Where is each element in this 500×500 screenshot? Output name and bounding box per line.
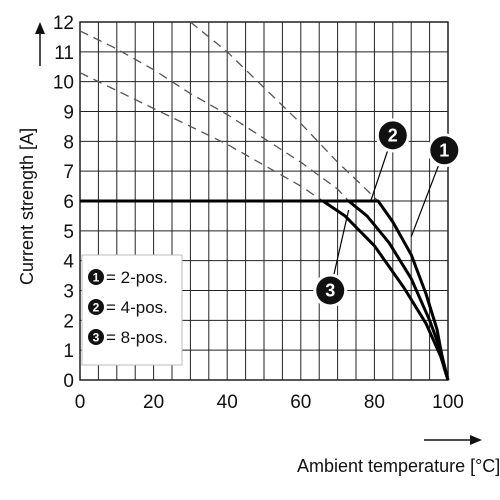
- y-tick-label: 1: [63, 341, 74, 362]
- series-2-line: [80, 199, 450, 381]
- y-tick-label: 3: [63, 282, 74, 303]
- x-tick-label: 40: [217, 392, 238, 413]
- legend-marker-1: [88, 269, 104, 285]
- series-3-dashed-line: [79, 72, 324, 202]
- callout-1-number: 1: [439, 140, 449, 160]
- y-tick-label: 5: [63, 222, 74, 243]
- y-tick-label: 8: [63, 132, 74, 153]
- y-tick-label: 9: [63, 103, 74, 124]
- legend-marker-3-number: 3: [93, 331, 100, 345]
- y-axis-title: Current strength [A]: [17, 128, 37, 285]
- legend-label: = 4-pos.: [106, 298, 168, 317]
- callout-1-badge: [430, 136, 459, 165]
- y-tick-label: 7: [63, 162, 74, 183]
- y-tick-label: 0: [63, 371, 74, 392]
- legend-label: = 8-pos.: [106, 328, 168, 347]
- callouts: 1 2 3: [313, 118, 462, 308]
- y-tick-label: 11: [54, 43, 74, 64]
- axis-titles: Ambient temperature [°C] Current strengt…: [17, 22, 500, 476]
- series-2-dashed-line: [79, 30, 350, 202]
- y-tick-label: 2: [63, 311, 74, 332]
- x-tick-label: 20: [143, 392, 164, 413]
- series-1-dashed-line: [189, 21, 379, 202]
- y-tick-label: 12: [53, 13, 74, 34]
- x-axis-title: Ambient temperature [°C]: [297, 456, 500, 476]
- legend-marker-3: [88, 329, 104, 345]
- y-tick-label: 4: [63, 252, 74, 273]
- series-3-line: [80, 199, 450, 381]
- callout-2-badge: [378, 121, 407, 150]
- callout-2-number: 2: [388, 125, 398, 145]
- callout-3-number: 3: [325, 281, 335, 301]
- legend: 1 = 2-pos. 2 = 4-pos. 3 = 8-pos.: [81, 254, 183, 366]
- legend-label: = 2-pos.: [106, 268, 168, 287]
- curves: [79, 21, 450, 381]
- legend-marker-2: [88, 299, 104, 315]
- x-axis-arrowhead: [470, 435, 482, 445]
- x-tick-label: 60: [290, 392, 311, 413]
- y-tick-label: 6: [63, 192, 74, 213]
- legend-marker-1-number: 1: [93, 271, 100, 285]
- x-tick-label: 0: [75, 392, 86, 413]
- x-tick-label: 80: [364, 392, 385, 413]
- x-tick-label: 100: [432, 392, 464, 413]
- legend-marker-2-number: 2: [93, 301, 100, 315]
- y-tick-label: 10: [53, 73, 74, 94]
- callout-3-badge: [316, 276, 345, 305]
- y-axis-arrowhead: [35, 22, 45, 34]
